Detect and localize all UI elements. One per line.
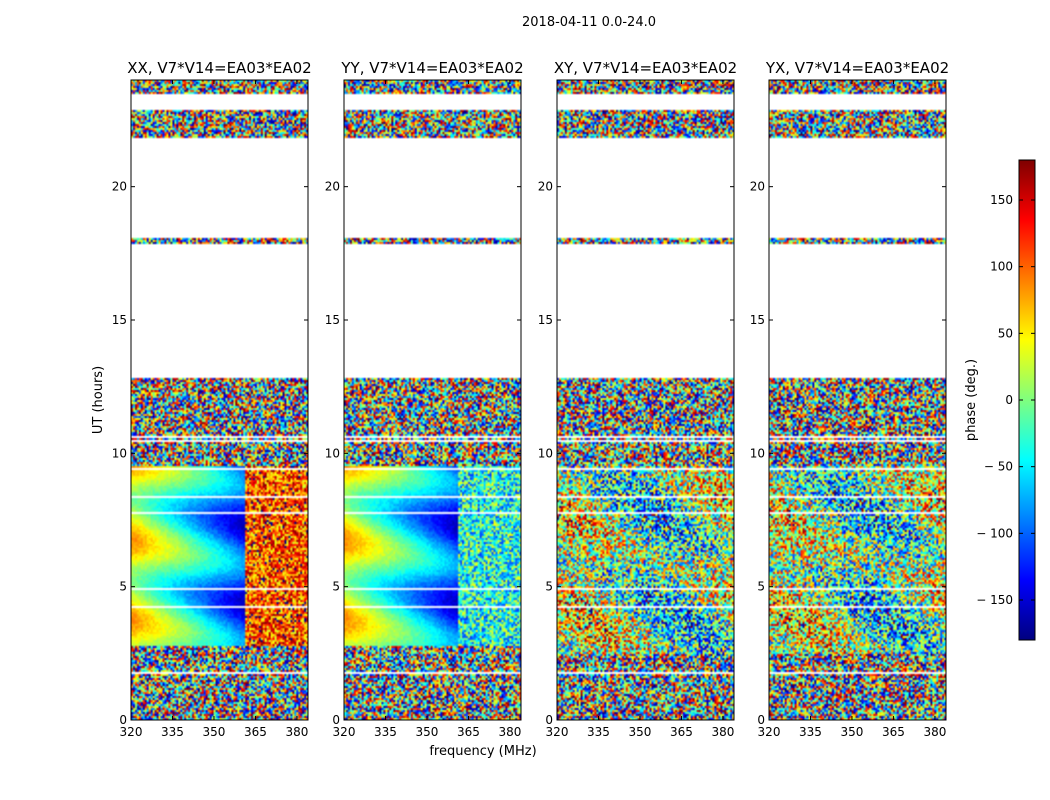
x-tick-label: 320 bbox=[546, 725, 569, 739]
x-tick-label: 380 bbox=[923, 725, 946, 739]
y-tick-label: 5 bbox=[757, 580, 765, 594]
y-tick-label: 5 bbox=[332, 580, 340, 594]
y-tick-label: 10 bbox=[112, 446, 127, 460]
y-tick-label: 0 bbox=[545, 713, 553, 727]
x-tick-label: 350 bbox=[629, 725, 652, 739]
panel-frame bbox=[130, 79, 309, 721]
panel-frame bbox=[343, 79, 522, 721]
y-tick-label: 15 bbox=[325, 313, 340, 327]
x-tick-label: 320 bbox=[333, 725, 356, 739]
x-tick-label: 350 bbox=[841, 725, 864, 739]
x-tick-label: 365 bbox=[670, 725, 693, 739]
heatmap-image bbox=[344, 80, 521, 720]
colorbar-tick-label: − 50 bbox=[984, 460, 1013, 474]
y-tick-label: 20 bbox=[538, 180, 553, 194]
x-tick-label: 335 bbox=[374, 725, 397, 739]
heatmap-image bbox=[557, 80, 734, 720]
heatmap-panel: XX, V7*V14=EA03*EA02 320 335 350 365 380 0 5 10 1… bbox=[112, 59, 312, 739]
x-tick-label: 320 bbox=[120, 725, 143, 739]
y-tick-label: 10 bbox=[325, 446, 340, 460]
panel-title: XY, V7*V14=EA03*EA02 bbox=[554, 59, 737, 77]
colorbar-tick-label: 50 bbox=[998, 326, 1013, 340]
colorbar-tick-label: − 100 bbox=[976, 526, 1013, 540]
x-tick-label: 380 bbox=[285, 725, 308, 739]
panel-frame bbox=[768, 79, 947, 721]
colorbar-tick-label: 100 bbox=[990, 260, 1013, 274]
x-axis-label: frequency (MHz) bbox=[429, 744, 536, 759]
y-axis-label: UT (hours) bbox=[91, 366, 106, 434]
x-tick-label: 365 bbox=[882, 725, 905, 739]
x-tick-label: 350 bbox=[416, 725, 439, 739]
y-tick-label: 15 bbox=[112, 313, 127, 327]
heatmap-panel: YY, V7*V14=EA03*EA02 320 335 350 365 380 0 5 10 1… bbox=[325, 59, 524, 739]
y-tick-label: 0 bbox=[332, 713, 340, 727]
colorbar: 150 100 50 0 − 50 − 100 − 150 phase (deg.) bbox=[964, 159, 1036, 641]
heatmap-panel: YX, V7*V14=EA03*EA02 320 335 350 365 380 0 5 10 1… bbox=[750, 59, 949, 739]
colorbar-tick-label: 150 bbox=[990, 193, 1013, 207]
panels: XX, V7*V14=EA03*EA02 320 335 350 365 380 0 5 10 1… bbox=[112, 59, 949, 739]
x-tick-label: 365 bbox=[244, 725, 267, 739]
heatmap-image bbox=[131, 80, 308, 720]
y-tick-label: 15 bbox=[750, 313, 765, 327]
panel-title: YX, V7*V14=EA03*EA02 bbox=[765, 59, 949, 77]
colorbar-label: phase (deg.) bbox=[964, 359, 979, 441]
x-tick-label: 380 bbox=[498, 725, 521, 739]
y-tick-label: 10 bbox=[538, 446, 553, 460]
y-tick-label: 0 bbox=[757, 713, 765, 727]
heatmap-panel: XY, V7*V14=EA03*EA02 320 335 350 365 380 0 5 10 1… bbox=[538, 59, 737, 739]
y-tick-label: 20 bbox=[112, 180, 127, 194]
colorbar-tick-label: − 150 bbox=[976, 593, 1013, 607]
panel-title: XX, V7*V14=EA03*EA02 bbox=[127, 59, 311, 77]
y-tick-label: 5 bbox=[545, 580, 553, 594]
panel-frame bbox=[556, 79, 735, 721]
x-tick-label: 335 bbox=[799, 725, 822, 739]
y-tick-label: 0 bbox=[119, 713, 127, 727]
x-tick-label: 335 bbox=[161, 725, 184, 739]
y-tick-label: 5 bbox=[119, 580, 127, 594]
y-tick-label: 10 bbox=[750, 446, 765, 460]
x-tick-label: 320 bbox=[758, 725, 781, 739]
colorbar-tick-label: 0 bbox=[1005, 393, 1013, 407]
heatmap-image bbox=[769, 80, 946, 720]
figure-suptitle: 2018-04-11 0.0-24.0 bbox=[522, 15, 656, 30]
x-tick-label: 350 bbox=[203, 725, 226, 739]
y-tick-label: 20 bbox=[325, 180, 340, 194]
x-tick-label: 380 bbox=[711, 725, 734, 739]
y-tick-label: 15 bbox=[538, 313, 553, 327]
panel-title: YY, V7*V14=EA03*EA02 bbox=[340, 59, 523, 77]
y-tick-label: 20 bbox=[750, 180, 765, 194]
x-tick-label: 335 bbox=[587, 725, 610, 739]
x-tick-label: 365 bbox=[457, 725, 480, 739]
